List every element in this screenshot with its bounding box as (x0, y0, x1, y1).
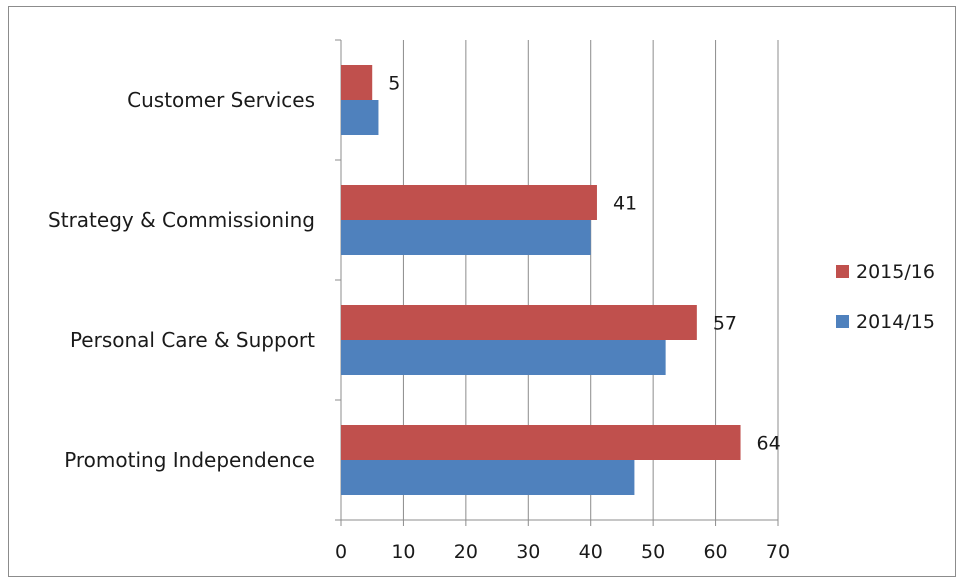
data-label: 64 (757, 433, 781, 455)
bar-2015-16 (341, 65, 373, 100)
data-label: 41 (613, 193, 637, 215)
x-tick-label: 10 (391, 541, 415, 563)
bar-2015-16 (341, 425, 741, 460)
bar-2015-16 (341, 305, 697, 340)
category-label: Strategy & Commissioning (48, 208, 315, 232)
x-tick-label: 40 (579, 541, 603, 563)
bar-2014-15 (341, 460, 635, 495)
legend-label: 2014/15 (856, 311, 935, 333)
x-tick-label: 60 (703, 541, 727, 563)
x-tick-label: 30 (516, 541, 540, 563)
x-tick-label: 50 (641, 541, 665, 563)
bar-2015-16 (341, 185, 597, 220)
bar-2014-15 (341, 340, 666, 375)
data-label: 57 (713, 313, 737, 335)
category-label: Promoting Independence (64, 448, 315, 472)
category-label: Customer Services (127, 88, 315, 112)
x-tick-label: 0 (335, 541, 347, 563)
category-label: Personal Care & Support (70, 328, 315, 352)
legend-label: 2015/16 (856, 261, 935, 283)
bar-2014-15 (341, 100, 379, 135)
bar-2014-15 (341, 220, 591, 255)
legend-swatch (836, 265, 849, 278)
data-label: 5 (388, 73, 400, 95)
x-tick-label: 70 (766, 541, 790, 563)
legend-swatch (836, 315, 849, 328)
x-tick-label: 20 (454, 541, 478, 563)
